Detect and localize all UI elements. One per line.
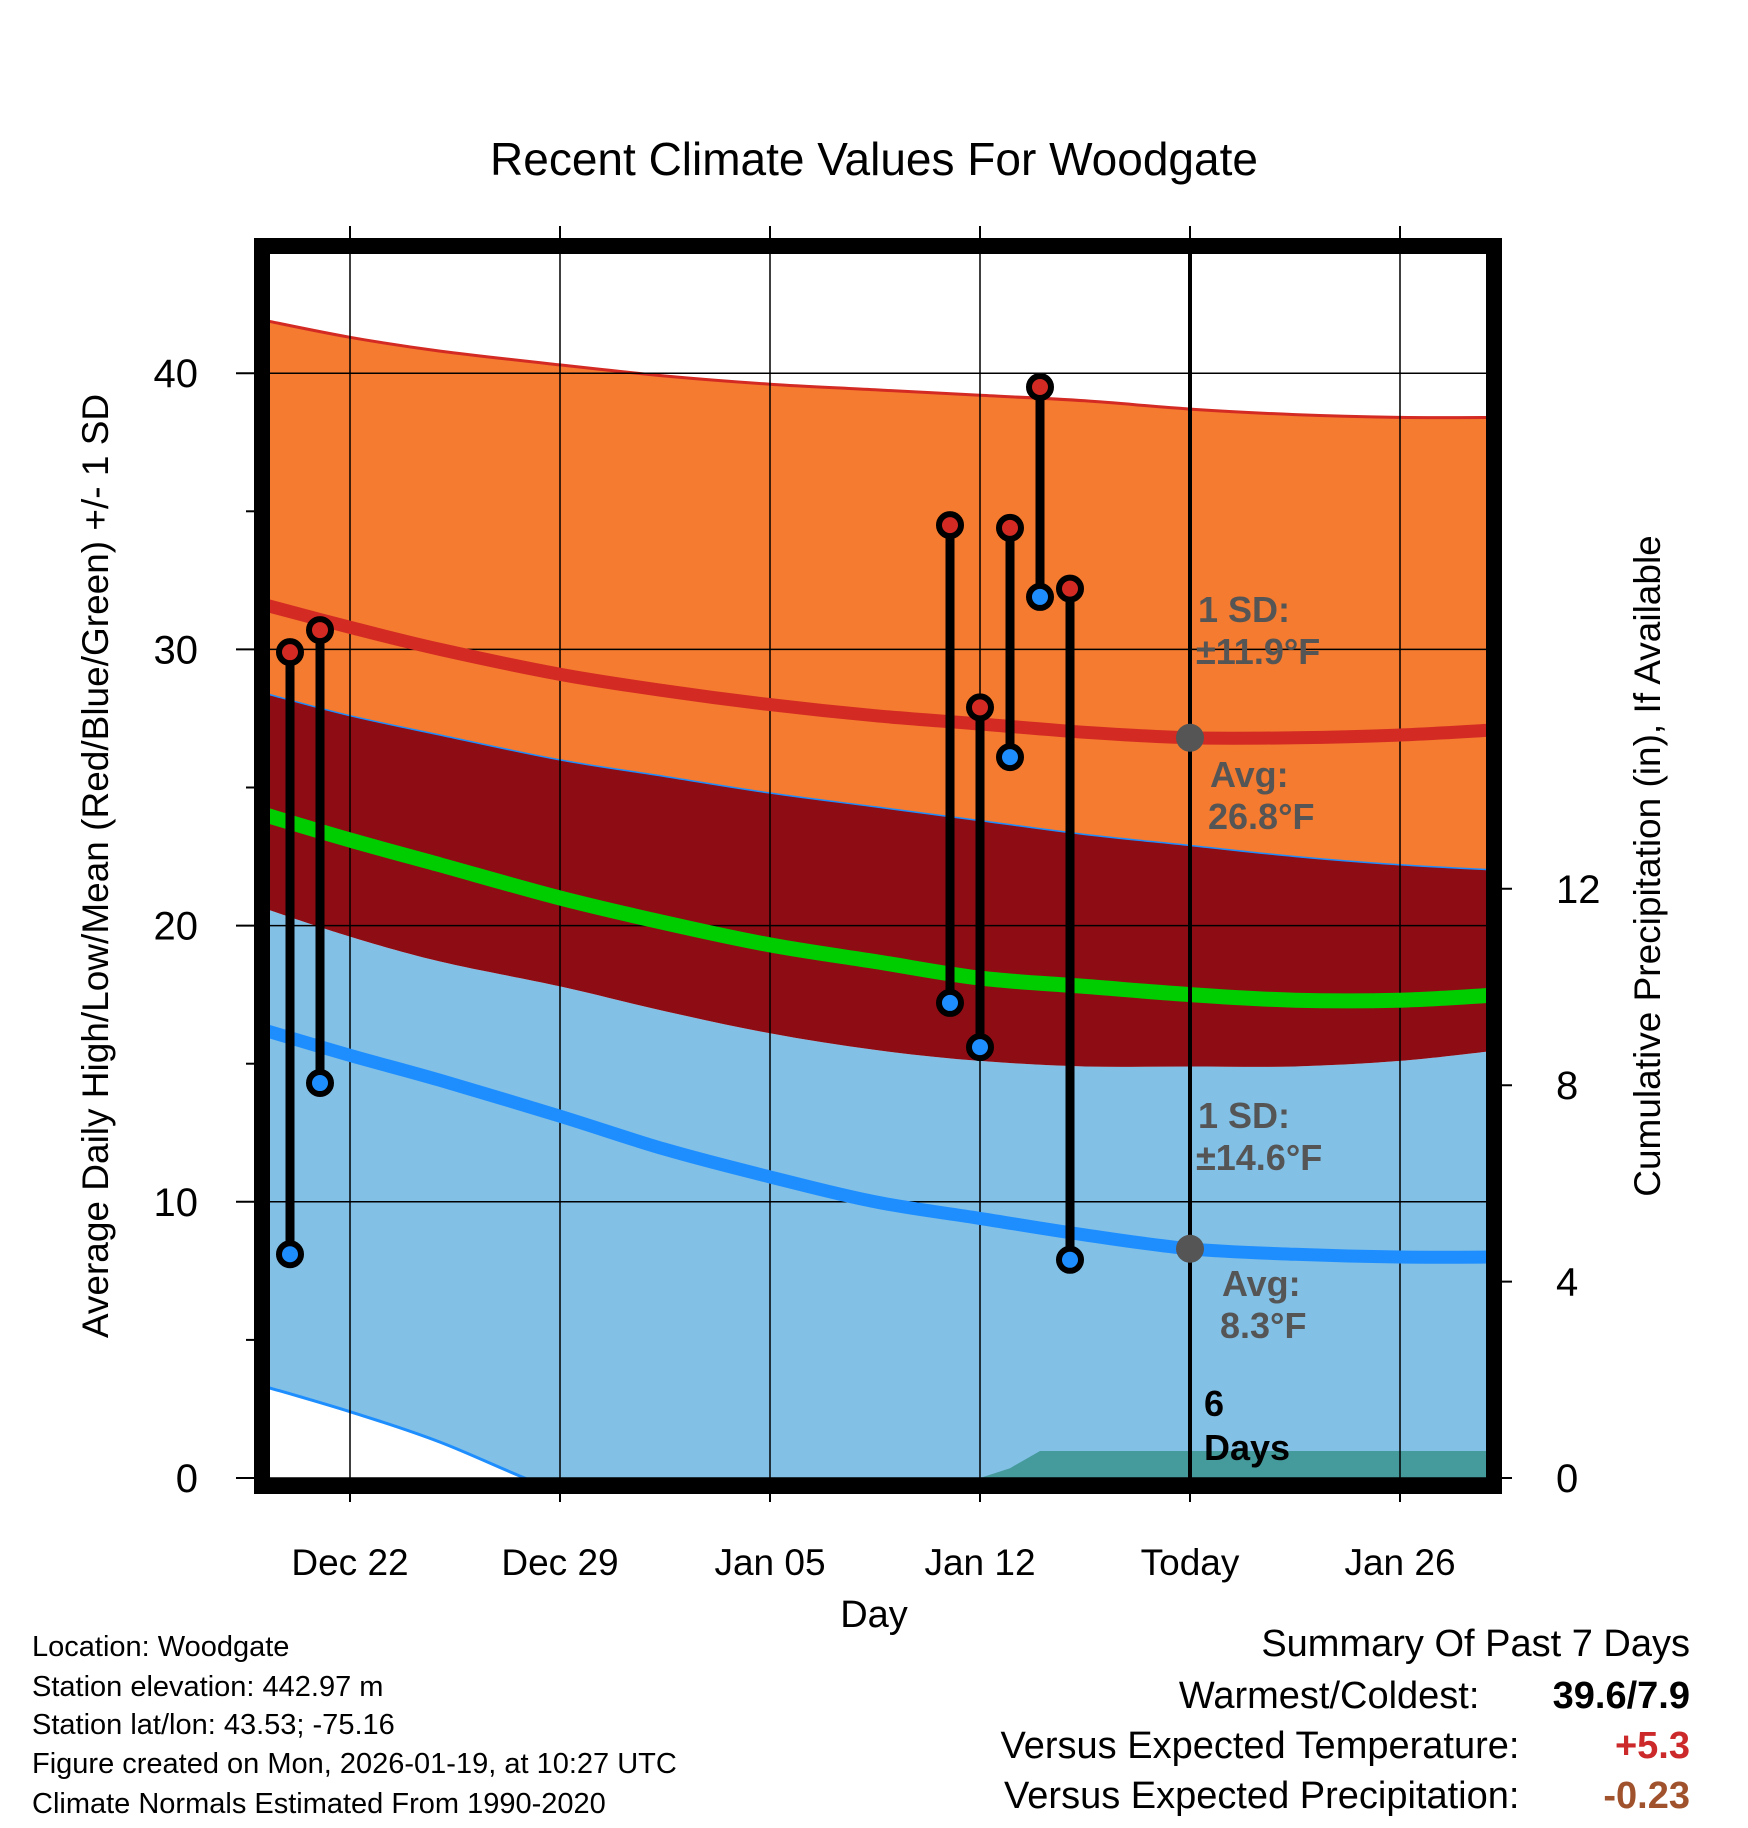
observed-low-point (306, 1069, 334, 1098)
low-sd-value: ±14.6°F (1196, 1137, 1322, 1178)
observed-high-point (996, 513, 1024, 542)
observed-high-point (276, 638, 304, 667)
observation-day (306, 616, 334, 1098)
low-sd-label: 1 SD: (1198, 1095, 1290, 1136)
y2-tick-label: 12 (1556, 868, 1601, 912)
low-avg-label: Avg: (1222, 1263, 1301, 1304)
summary-warmest-row: Warmest/Coldest: 39.6/7.9 (1179, 1677, 1690, 1715)
observed-low-point (276, 1240, 304, 1269)
observation-day (276, 638, 304, 1269)
footer-latlon: Station lat/lon: 43.53; -75.16 (32, 1709, 395, 1741)
y2-tick-label: 8 (1556, 1064, 1578, 1108)
high-avg-marker (1176, 723, 1204, 752)
summary-warmest-value: 39.6/7.9 (1552, 1675, 1690, 1717)
days-count: 6 (1204, 1383, 1224, 1424)
observed-low-point (996, 743, 1024, 772)
summary-precip-row: Versus Expected Precipitation: -0.23 (1004, 1777, 1690, 1815)
y2-axis-label: Cumulative Precipitation (in), If Availa… (1627, 535, 1668, 1197)
observation-day (966, 693, 994, 1062)
normal-high-line (264, 598, 1486, 745)
normal-mean-line (263, 807, 1486, 1009)
y-tick-label: 20 (154, 905, 199, 949)
summary-precip-label: Versus Expected Precipitation: (1004, 1775, 1520, 1817)
summary-precip-value: -0.23 (1603, 1775, 1690, 1817)
high-sd-label: 1 SD: (1198, 589, 1290, 630)
observed-high-point (1056, 574, 1084, 603)
y2-tick-label: 0 (1556, 1457, 1578, 1501)
observation-day (996, 513, 1024, 772)
low-sd-band (266, 909, 1486, 1480)
high-upper-edge (265, 319, 1486, 420)
summary-temp-row: Versus Expected Temperature: +5.3 (1001, 1727, 1690, 1765)
y-axis-label: Average Daily High/Low/Mean (Red/Blue/Gr… (75, 394, 116, 1338)
footer-elevation: Station elevation: 442.97 m (32, 1671, 384, 1703)
high-lower-edge (265, 692, 1486, 871)
low-lower-edge (265, 1385, 534, 1480)
footer-normals: Climate Normals Estimated From 1990-2020 (32, 1788, 606, 1820)
low-avg-marker (1176, 1234, 1204, 1263)
footer-location: Location: Woodgate (32, 1631, 290, 1663)
summary-title: Summary Of Past 7 Days (1261, 1623, 1690, 1665)
observation-day (936, 511, 964, 1017)
chart-title: Recent Climate Values For Woodgate (490, 133, 1258, 185)
x-tick-label: Jan 05 (714, 1542, 825, 1583)
high-avg-value: 26.8°F (1208, 796, 1314, 837)
observed-high-point (306, 616, 334, 645)
observed-low-point (936, 988, 964, 1017)
y-tick-label: 40 (154, 352, 199, 396)
observed-high-point (1026, 373, 1054, 402)
summary-temp-value: +5.3 (1614, 1725, 1690, 1767)
y-tick-label: 0 (176, 1457, 198, 1501)
observation-day (1056, 574, 1084, 1274)
x-tick-label: Dec 29 (501, 1542, 618, 1583)
overlap-band (266, 693, 1486, 1067)
observed-high-point (936, 511, 964, 540)
observed-low-point (1026, 582, 1054, 611)
x-tick-label: Dec 22 (291, 1542, 408, 1583)
x-axis-label: Day (840, 1594, 908, 1636)
summary-warmest-label: Warmest/Coldest: (1178, 1675, 1480, 1717)
x-tick-label: Jan 26 (1344, 1542, 1455, 1583)
days-label: Days (1204, 1427, 1290, 1468)
observed-low-point (966, 1033, 994, 1062)
observed-high-point (966, 693, 994, 722)
x-tick-label: Jan 12 (924, 1542, 1035, 1583)
normal-low-line (264, 1024, 1486, 1264)
observation-day (1026, 373, 1054, 611)
y2-tick-label: 4 (1556, 1261, 1578, 1305)
y-tick-label: 30 (154, 628, 199, 672)
precip-area (950, 1451, 1486, 1478)
high-avg-label: Avg: (1210, 754, 1289, 795)
y-tick-label: 10 (154, 1181, 199, 1225)
low-avg-value: 8.3°F (1220, 1305, 1306, 1346)
high-sd-value: ±11.9°F (1196, 631, 1320, 672)
observed-low-point (1056, 1245, 1084, 1274)
footer-created: Figure created on Mon, 2026-01-19, at 10… (32, 1748, 677, 1780)
x-tick-label: Today (1141, 1542, 1240, 1583)
summary-temp-label: Versus Expected Temperature: (1000, 1725, 1520, 1767)
plot-frame (254, 238, 1502, 1494)
